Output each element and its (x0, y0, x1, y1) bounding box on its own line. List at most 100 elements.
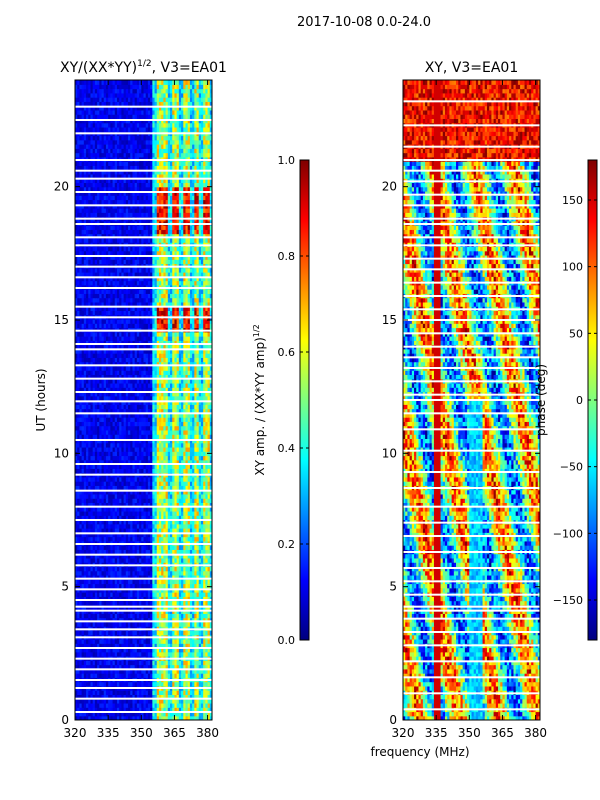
gap-line (403, 169, 540, 172)
y-tick-label: 10 (54, 446, 69, 460)
colorbar-tick-label: 0.6 (278, 346, 296, 359)
y-tick-label: 10 (382, 446, 397, 460)
x-tick-label: 365 (491, 726, 514, 740)
colorbar-amplitude: 0.0 0.2 0.4 0.6 0.8 1.0 XY amp. / (XX*YY amp)1… (252, 154, 310, 647)
gap-line (403, 193, 540, 196)
gap-line (403, 204, 540, 207)
y-axis-label: UT (hours) (34, 368, 48, 431)
gap-line (403, 580, 540, 583)
gap-line (75, 605, 212, 608)
x-tick-label: 335 (425, 726, 448, 740)
gap-line (403, 356, 540, 359)
gap-line (403, 180, 540, 183)
gap-line (403, 380, 540, 383)
plot-frame (74, 79, 213, 721)
gap-line (75, 553, 212, 556)
gap-line (403, 145, 540, 148)
gap-line (75, 697, 212, 700)
gap-line (403, 567, 540, 569)
gap-line (75, 519, 212, 521)
gap-line (75, 119, 212, 121)
y-tick-label: 15 (54, 313, 69, 327)
gap-line (403, 367, 540, 369)
y-tick-label: 5 (389, 580, 397, 594)
heatmap-image (75, 80, 212, 720)
x-tick-label: 335 (97, 726, 120, 740)
y-tick-label: 20 (382, 180, 397, 194)
x-tick-label: 350 (130, 726, 153, 740)
colorbar-tick-label: 1.0 (278, 154, 296, 167)
colorbar-tick-label: −100 (553, 527, 583, 540)
gap-line (75, 628, 212, 631)
panel-xy-phase: 320 335 350 365 380 0 5 10 15 20 XY, V3=EA01 (382, 60, 547, 740)
gap-line (403, 449, 540, 452)
gap-line (75, 588, 212, 591)
y-tick-label: 5 (61, 580, 69, 594)
colorbar-tick-label: 100 (562, 261, 583, 274)
colorbar-gradient (299, 159, 310, 641)
gap-line (403, 399, 540, 401)
gap-line (75, 191, 212, 193)
colorbar-tick-label: 0.0 (278, 634, 296, 647)
gap-line (75, 276, 212, 279)
gap-line (403, 505, 540, 508)
gap-line (75, 564, 212, 567)
x-tick-label: 320 (64, 726, 87, 740)
x-axis-label: frequency (MHz) (370, 745, 469, 759)
gap-line (75, 620, 212, 623)
colorbar-label: phase (deg) (534, 364, 548, 436)
gap-line (75, 159, 212, 161)
colorbar-tick-label: 0 (576, 394, 583, 407)
gap-line (403, 217, 540, 220)
gap-line (75, 364, 212, 367)
y-tick-label: 15 (382, 313, 397, 327)
gap-line (403, 660, 540, 663)
gap-line (75, 265, 212, 268)
gap-line (75, 532, 212, 535)
gap-line (403, 617, 540, 620)
panel-title: XY, V3=EA01 (425, 60, 519, 76)
gap-line (403, 319, 540, 321)
gap-line (75, 679, 212, 681)
gap-line (75, 329, 212, 332)
colorbar-tick-label: 0.8 (278, 250, 296, 263)
gap-line (75, 204, 212, 207)
colorbar-label: XY amp. / (XX*YY amp)1/2 (252, 324, 267, 475)
colorbar-tick-label: 150 (562, 194, 583, 207)
y-tick-label: 0 (389, 713, 397, 727)
gap-line (75, 244, 212, 247)
gap-line (75, 657, 212, 660)
gap-line (75, 609, 212, 612)
gap-line (75, 668, 212, 671)
colorbar-tick-label: 0.2 (278, 538, 296, 551)
gap-line (75, 177, 212, 180)
gap-line (75, 217, 212, 220)
gap-line (75, 169, 212, 172)
data-gaps (75, 105, 212, 713)
gap-line (75, 412, 212, 415)
y-tick-label: 20 (54, 180, 69, 194)
gap-line (75, 391, 212, 393)
gap-line (403, 644, 540, 647)
gap-line (403, 159, 540, 161)
gap-line (403, 551, 540, 553)
gap-line (403, 332, 540, 335)
gap-line (403, 631, 540, 633)
gap-line (403, 345, 540, 348)
gap-line (403, 308, 540, 311)
x-tick-label: 350 (458, 726, 481, 740)
gap-line (75, 463, 212, 465)
gap-line (75, 236, 212, 239)
gap-line (75, 543, 212, 545)
gap-line (75, 255, 212, 257)
gap-line (75, 577, 212, 580)
gap-line (403, 692, 540, 695)
panel-xy-normalized-amplitude: 320 335 350 365 380 0 5 10 15 20 XY/(XX*YY)1/2, V3… (34, 59, 227, 740)
gap-line (75, 647, 212, 649)
gap-line (403, 521, 540, 524)
gap-line (75, 505, 212, 508)
gap-line (403, 236, 540, 239)
gap-line (75, 439, 212, 441)
gap-line (75, 400, 212, 403)
